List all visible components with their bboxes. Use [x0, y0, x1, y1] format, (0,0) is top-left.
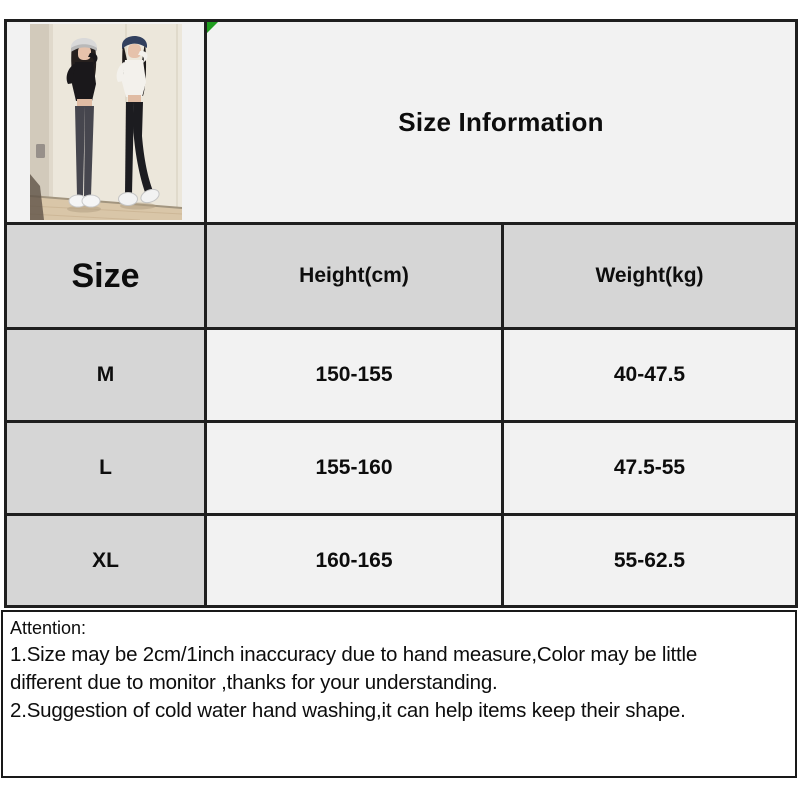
product-photo: [29, 24, 182, 220]
column-header-height: Height(cm): [207, 225, 501, 327]
size-cell-xl: XL: [7, 516, 204, 605]
column-header-size: Size: [7, 225, 204, 327]
cell-corner-marker: [207, 22, 218, 33]
height-cell-l: 155-160: [207, 423, 501, 513]
height-cell-m: 150-155: [207, 330, 501, 420]
page-title: Size Information: [398, 106, 604, 137]
weight-cell-xl: 55-62.5: [504, 516, 795, 605]
weight-cell-m: 40-47.5: [504, 330, 795, 420]
product-photo-cell: [7, 22, 204, 222]
weight-cell-l: 47.5-55: [504, 423, 795, 513]
column-header-weight: Weight(kg): [504, 225, 795, 327]
attention-line-2: different due to monitor ,thanks for you…: [10, 671, 498, 694]
size-cell-l: L: [7, 423, 204, 513]
height-cell-xl: 160-165: [207, 516, 501, 605]
attention-line-3: 2.Suggestion of cold water hand washing,…: [10, 699, 686, 722]
size-table: Size Information Size Height(cm) Weight(…: [4, 19, 798, 608]
attention-heading: Attention:: [10, 618, 87, 638]
attention-note-box: Attention: 1.Size may be 2cm/1inch inacc…: [1, 610, 797, 778]
size-information-title-cell: Size Information: [207, 22, 795, 222]
attention-line-1: 1.Size may be 2cm/1inch inaccuracy due t…: [10, 643, 698, 666]
size-cell-m: M: [7, 330, 204, 420]
